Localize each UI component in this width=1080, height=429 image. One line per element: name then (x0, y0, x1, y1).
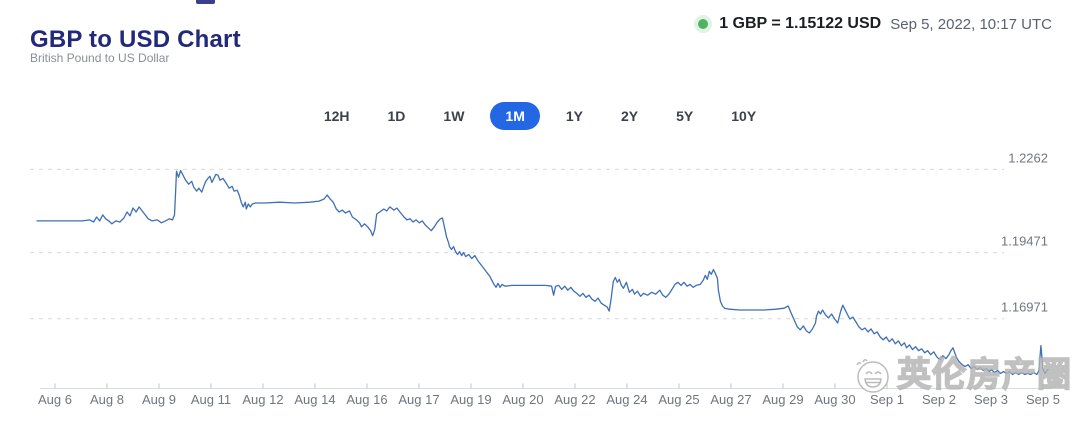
x-tick-label: Aug 24 (606, 392, 647, 407)
range-tab-1m[interactable]: 1M (490, 102, 540, 130)
x-tick-label: Aug 14 (294, 392, 335, 407)
x-tick-label: Aug 20 (502, 392, 543, 407)
y-tick-label: 1.19471 (1001, 234, 1048, 249)
page-subtitle: British Pound to US Dollar (30, 51, 170, 65)
x-tick-label: Sep 2 (922, 392, 956, 407)
x-tick-label: Aug 19 (450, 392, 491, 407)
time-range-tabs: 12H 1D 1W 1M 1Y 2Y 5Y 10Y (0, 102, 1080, 130)
live-rate-timestamp: Sep 5, 2022, 10:17 UTC (890, 15, 1052, 33)
screenshot-artifact (196, 0, 215, 4)
x-tick-label: Aug 9 (142, 392, 176, 407)
range-tab-2y[interactable]: 2Y (609, 104, 650, 128)
y-tick-label: 1.16971 (1001, 300, 1048, 315)
live-rate-value: 1 GBP = 1.15122 USD (719, 15, 882, 32)
x-tick-label: Aug 16 (346, 392, 387, 407)
page-title: GBP to USD Chart (30, 26, 241, 54)
x-tick-label: Aug 12 (242, 392, 283, 407)
live-status-dot-icon (698, 19, 709, 29)
x-tick-label: Aug 22 (554, 392, 595, 407)
x-tick-label: Aug 29 (762, 392, 803, 407)
x-tick-label: Sep 1 (870, 392, 904, 407)
x-tick-label: Aug 8 (90, 392, 124, 407)
x-tick-label: Aug 30 (814, 392, 855, 407)
range-tab-1y[interactable]: 1Y (554, 104, 595, 128)
x-tick-label: Aug 11 (191, 392, 231, 407)
live-rate-row: 1 GBP = 1.15122 USD Sep 5, 2022, 10:17 U… (698, 15, 1052, 33)
range-tab-1w[interactable]: 1W (431, 104, 476, 128)
x-tick-label: Sep 5 (1026, 392, 1060, 407)
x-tick-label: Sep 3 (974, 392, 1008, 407)
rate-line (36, 169, 1049, 376)
y-tick-label: 1.2262 (1008, 150, 1048, 165)
x-tick-label: Aug 27 (710, 392, 751, 407)
x-tick-label: Aug 25 (658, 392, 699, 407)
x-tick-label: Aug 6 (38, 392, 72, 407)
range-tab-12h[interactable]: 12H (312, 104, 362, 128)
range-tab-1d[interactable]: 1D (376, 104, 418, 128)
range-tab-10y[interactable]: 10Y (719, 104, 768, 128)
x-tick-label: Aug 17 (398, 392, 439, 407)
range-tab-5y[interactable]: 5Y (664, 104, 705, 128)
